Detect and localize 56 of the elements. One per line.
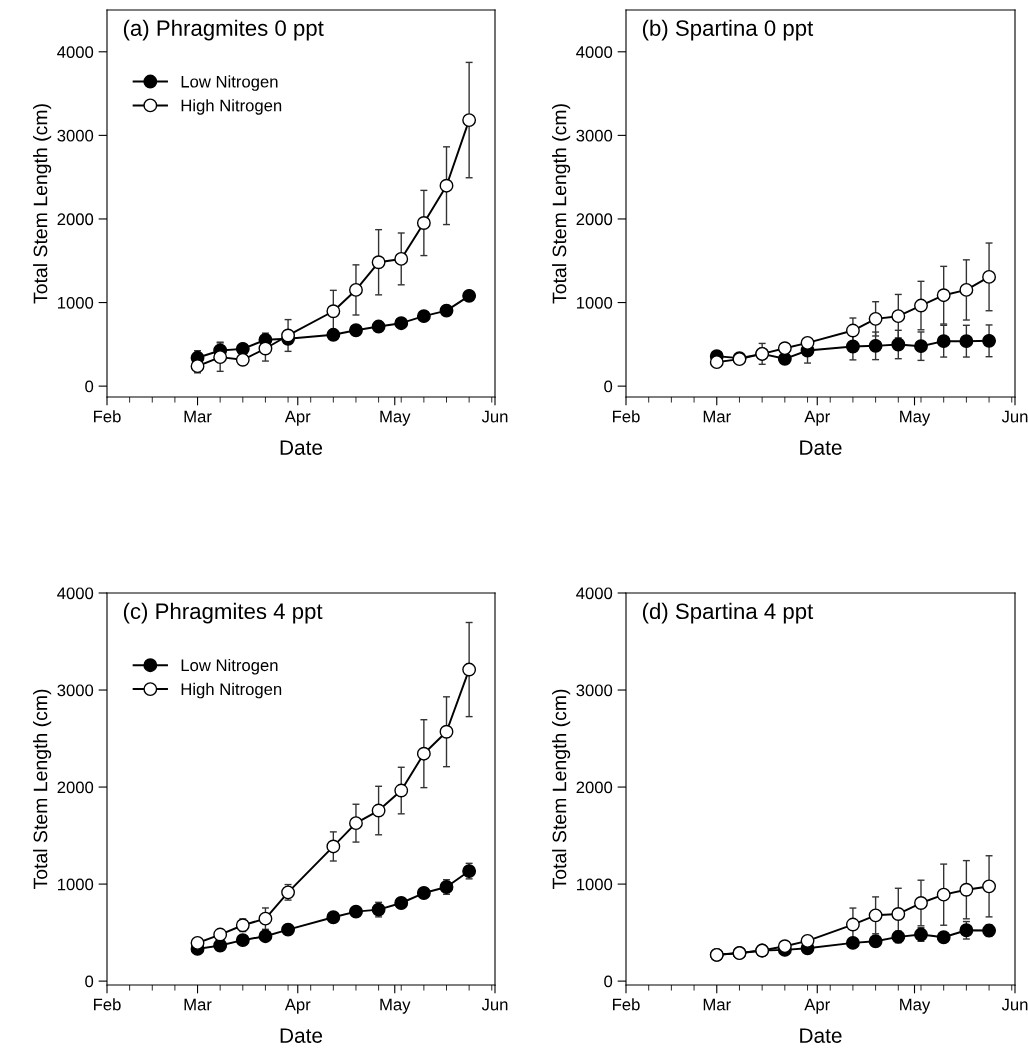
y-tick-label: 0 bbox=[85, 975, 94, 988]
x-tick-label: May bbox=[380, 410, 411, 426]
y-tick-label: 1000 bbox=[577, 296, 613, 309]
x-tick-label: Jun bbox=[481, 998, 508, 1011]
y-tick-label: 0 bbox=[604, 380, 613, 393]
x-tick-label: Apr bbox=[804, 410, 830, 426]
y-axis-title: Total Stem Length (cm) bbox=[552, 104, 571, 304]
x-axis-title: Date bbox=[800, 440, 842, 455]
y-tick-label: 3000 bbox=[57, 684, 94, 697]
legend-label: High Nitrogen bbox=[181, 99, 282, 115]
y-tick-label: 3000 bbox=[576, 129, 613, 142]
y-tick-label: 4000 bbox=[57, 46, 94, 58]
y-tick-label: 3000 bbox=[576, 684, 613, 697]
chart-title: (b) Spartina 0 ppt bbox=[642, 19, 814, 41]
chart-title: (c) Phragmites 4 ppt bbox=[123, 602, 323, 624]
y-tick-label: 1000 bbox=[58, 878, 94, 891]
y-tick-label: 2000 bbox=[576, 781, 613, 794]
x-tick-label: May bbox=[900, 410, 931, 426]
y-tick-label: 0 bbox=[604, 975, 613, 988]
x-tick-label: Mar bbox=[184, 410, 212, 423]
chart-title: (a) Phragmites 0 ppt bbox=[123, 19, 324, 41]
legend-label: Low Nitrogen bbox=[181, 75, 278, 91]
chart-title: (d) Spartina 4 ppt bbox=[642, 602, 814, 624]
x-tick-label: Feb bbox=[94, 410, 121, 423]
x-axis-title: Date bbox=[280, 1028, 323, 1043]
legend-label: High Nitrogen bbox=[181, 682, 282, 699]
x-tick-label: Feb bbox=[613, 998, 640, 1011]
y-tick-label: 0 bbox=[85, 380, 94, 393]
x-axis-title: Date bbox=[280, 440, 323, 455]
x-tick-label: Feb bbox=[94, 998, 121, 1011]
y-tick-label: 1000 bbox=[58, 296, 94, 309]
y-tick-label: 2000 bbox=[57, 213, 94, 226]
y-axis-title: Total Stem Length (cm) bbox=[552, 689, 571, 890]
x-tick-label: May bbox=[380, 998, 411, 1014]
x-tick-label: Jun bbox=[481, 410, 508, 423]
x-tick-label: Feb bbox=[613, 410, 640, 423]
y-axis-title: Total Stem Length (cm) bbox=[33, 104, 52, 304]
legend-label: Low Nitrogen bbox=[181, 658, 278, 675]
x-tick-label: Mar bbox=[703, 410, 731, 423]
x-tick-label: May bbox=[900, 998, 931, 1014]
x-tick-label: Apr bbox=[284, 998, 311, 1014]
x-tick-label: Apr bbox=[284, 410, 311, 426]
x-axis-title: Date bbox=[800, 1028, 842, 1043]
y-tick-label: 3000 bbox=[57, 129, 94, 142]
y-tick-label: 4000 bbox=[576, 587, 613, 600]
x-tick-label: Apr bbox=[804, 998, 830, 1014]
y-tick-label: 2000 bbox=[576, 213, 613, 226]
x-tick-label: Jun bbox=[1001, 998, 1028, 1011]
y-tick-label: 2000 bbox=[57, 781, 94, 794]
y-axis-title: Total Stem Length (cm) bbox=[33, 689, 52, 890]
x-tick-label: Mar bbox=[184, 998, 212, 1011]
x-tick-label: Mar bbox=[703, 998, 731, 1011]
y-tick-label: 1000 bbox=[577, 878, 613, 891]
y-tick-label: 4000 bbox=[576, 46, 613, 58]
y-tick-label: 4000 bbox=[57, 587, 94, 600]
x-tick-label: Jun bbox=[1001, 410, 1028, 423]
